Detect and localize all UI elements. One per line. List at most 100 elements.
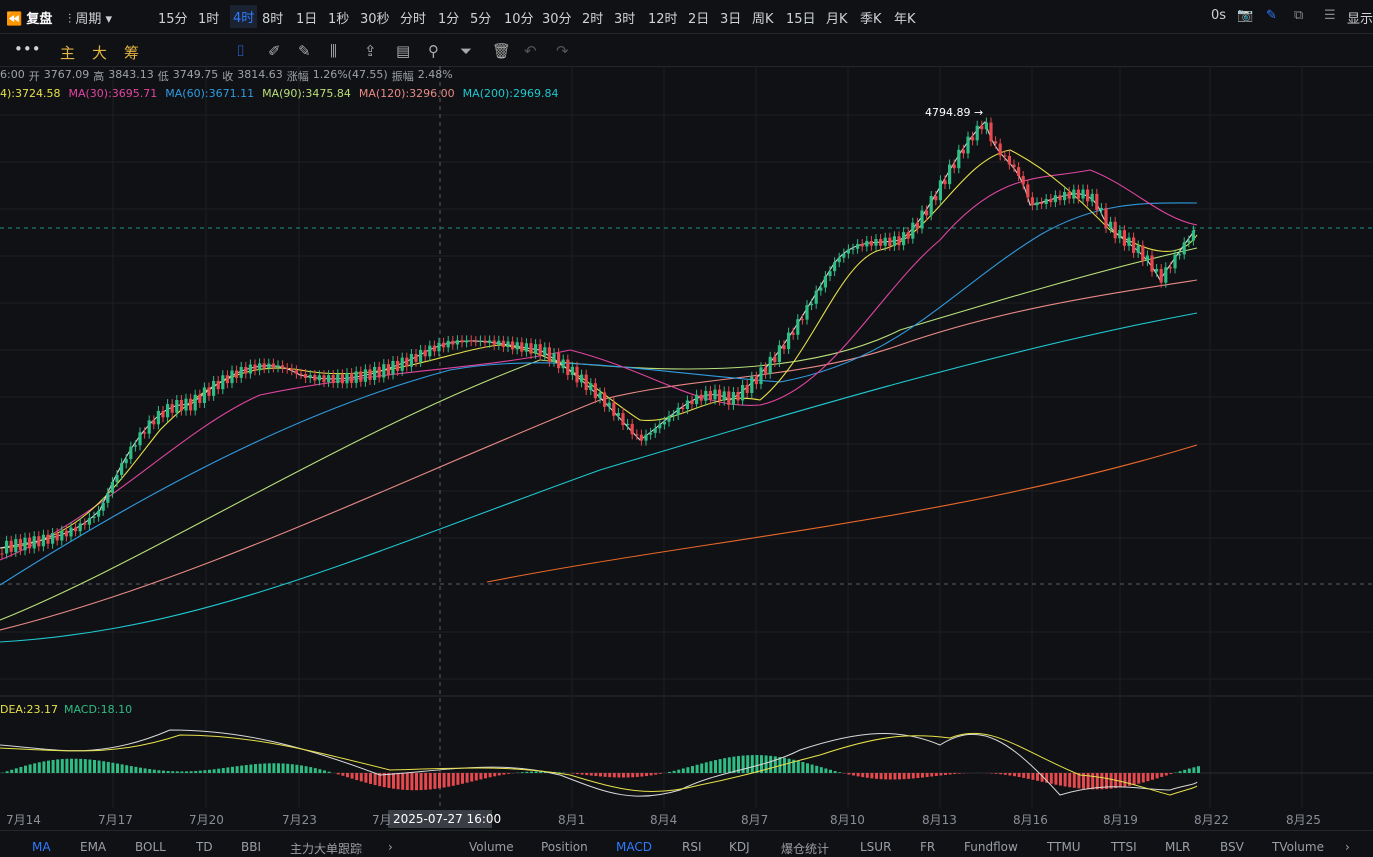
candle-body (874, 239, 877, 246)
sub-indicator-tab[interactable]: FR (920, 840, 935, 854)
macd-bar (134, 767, 137, 773)
candle-body (502, 341, 505, 347)
x-axis-label: 8月7 (741, 811, 768, 828)
candle-body (980, 126, 983, 130)
candle-body (562, 360, 565, 369)
candle-body (414, 354, 417, 362)
main-indicator-tab[interactable]: TD (196, 840, 213, 854)
sub-indicator-tab[interactable]: MLR (1165, 840, 1190, 854)
candle-body (782, 345, 785, 349)
candle-body (79, 523, 82, 531)
info-value: 3767.09 (44, 68, 90, 81)
candle-body (1058, 195, 1061, 200)
x-axis-label: 7月23 (282, 811, 317, 828)
macd-bar (1192, 767, 1195, 773)
macd-bar (889, 773, 892, 779)
macd-bar (581, 773, 584, 775)
candle-body (184, 399, 187, 411)
macd-bar (585, 773, 588, 775)
macd-bar (916, 773, 919, 778)
macd-bar (199, 771, 202, 773)
candle-body (654, 428, 657, 433)
sub-indicator-tab[interactable]: BSV (1220, 840, 1244, 854)
sub-indicator-tab[interactable]: Fundflow (964, 840, 1018, 854)
candle-body (732, 392, 735, 405)
candle-body (217, 381, 220, 389)
info-label: 振幅 (392, 68, 414, 84)
candle-body (1068, 192, 1071, 199)
more-arrow[interactable]: › (1345, 840, 1350, 854)
macd-bar (668, 772, 671, 773)
sub-indicator-tab[interactable]: Volume (469, 840, 514, 854)
candle-body (470, 340, 473, 341)
candle-body (171, 404, 174, 413)
sub-indicator-tab[interactable]: TTMU (1047, 840, 1081, 854)
macd-bar (788, 759, 791, 773)
candle-body (1017, 167, 1020, 176)
ma-line (0, 122, 1195, 548)
sub-indicator-tab[interactable]: 爆仓统计 (781, 840, 829, 857)
candle-body (0, 554, 3, 555)
sub-indicator-tab[interactable]: TTSI (1111, 840, 1137, 854)
sub-indicator-tab[interactable]: TVolume (1272, 840, 1324, 854)
candle-body (364, 369, 367, 381)
macd-bar (98, 761, 101, 773)
candle-body (405, 358, 408, 367)
macd-bar (755, 755, 758, 773)
info-label: 涨幅 (287, 68, 309, 84)
candle-body (483, 341, 486, 343)
candle-body (1003, 155, 1006, 156)
macd-bar (723, 758, 726, 773)
macd-bar (6, 771, 9, 773)
macd-bar (866, 773, 869, 778)
x-axis-label: 8月19 (1103, 811, 1138, 828)
main-indicator-tab[interactable]: BBI (241, 840, 261, 854)
candle-body (1063, 192, 1066, 200)
macd-bar (341, 773, 344, 776)
candle-body (999, 144, 1002, 156)
candle-body (267, 364, 270, 369)
candle-body (631, 424, 634, 434)
macd-bar (921, 773, 924, 778)
candle-body (686, 400, 689, 409)
more-arrow[interactable]: › (388, 840, 393, 854)
x-axis-label: 7月17 (98, 811, 133, 828)
macd-bar (824, 768, 827, 773)
candle-body (1160, 269, 1163, 283)
candle-body (957, 150, 960, 168)
macd-bar (930, 773, 933, 777)
candle-body (833, 262, 836, 271)
main-indicator-tab[interactable]: EMA (80, 840, 106, 854)
candle-body (97, 511, 100, 517)
candle-body (888, 238, 891, 246)
macd-bar (116, 764, 119, 773)
candle-body (92, 517, 95, 518)
sub-indicator-tab[interactable]: KDJ (729, 840, 750, 854)
macd-bar (245, 765, 248, 773)
macd-bar (190, 771, 193, 773)
main-indicator-tab[interactable]: MA (32, 840, 51, 854)
macd-bar (447, 773, 450, 787)
main-indicator-tab[interactable]: BOLL (135, 840, 166, 854)
macd-bar (1137, 773, 1140, 784)
macd-bar (576, 773, 579, 774)
sub-indicator-tab[interactable]: MACD (616, 840, 652, 854)
sub-indicator-tab[interactable]: RSI (682, 840, 702, 854)
macd-bar (456, 773, 459, 785)
macd-bar (47, 761, 50, 773)
macd-bar (1013, 773, 1016, 776)
candle-body (244, 367, 247, 374)
macd-bar (1156, 773, 1159, 778)
macd-bar (765, 755, 768, 773)
candle-body (276, 365, 279, 367)
macd-bar (65, 759, 68, 773)
candle-body (838, 258, 841, 263)
candle-body (1146, 255, 1149, 261)
main-indicator-tab[interactable]: 主力大单跟踪 (290, 840, 362, 857)
macd-bar (530, 772, 533, 773)
sub-indicator-tab[interactable]: Position (541, 840, 588, 854)
candle-body (304, 374, 307, 378)
candle-body (299, 374, 302, 375)
macd-bar (958, 773, 961, 774)
sub-indicator-tab[interactable]: LSUR (860, 840, 891, 854)
